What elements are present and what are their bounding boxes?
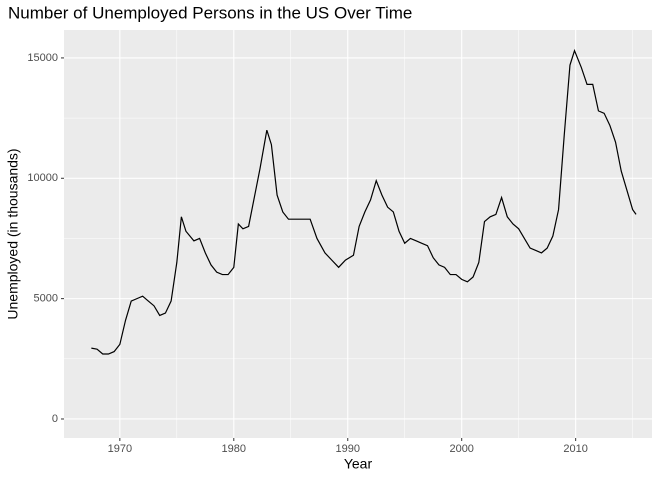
- y-tick-label: 10000: [27, 172, 58, 184]
- y-tick-label: 0: [52, 413, 58, 425]
- x-tick-label: 1990: [336, 443, 360, 455]
- x-tick-label: 2010: [563, 443, 587, 455]
- y-axis-title: Unemployed (in thousands): [5, 148, 21, 319]
- x-tick-label: 1980: [222, 443, 246, 455]
- chart-title: Number of Unemployed Persons in the US O…: [8, 3, 412, 22]
- x-tick-label: 2000: [449, 443, 473, 455]
- x-axis-title: Year: [344, 456, 373, 472]
- data-line: [91, 48, 637, 355]
- y-tick-label: 5000: [34, 293, 58, 305]
- x-tick-label: 1970: [108, 443, 132, 455]
- y-tick-label: 15000: [27, 52, 58, 64]
